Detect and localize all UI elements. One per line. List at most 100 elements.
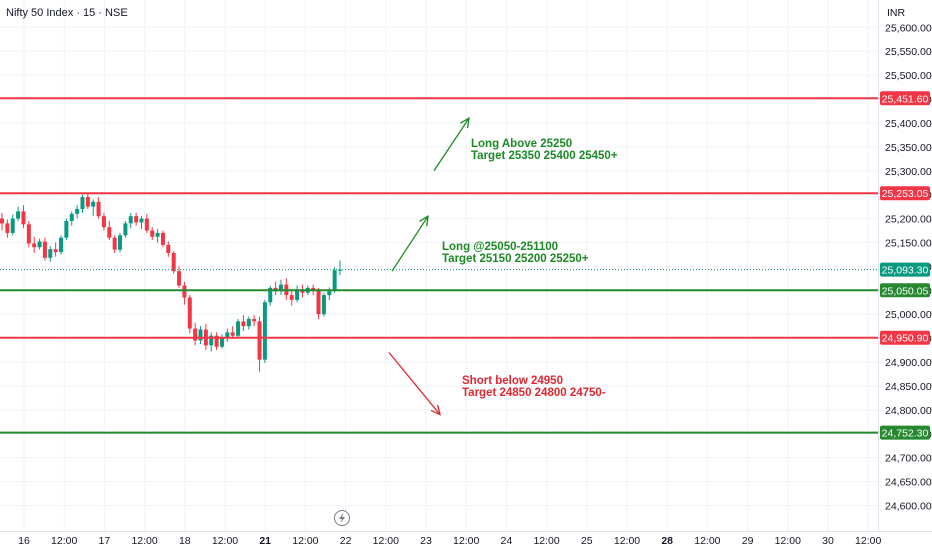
- price-tick-label: 24,900.00: [885, 357, 932, 369]
- trend-arrow[interactable]: [433, 116, 470, 172]
- lightning-icon[interactable]: [334, 510, 350, 526]
- candle: [123, 220, 128, 238]
- trend-arrow[interactable]: [391, 214, 429, 272]
- currency-label: INR: [887, 7, 906, 19]
- candle: [289, 289, 294, 306]
- price-tick-label: 25,500.00: [885, 70, 932, 82]
- candle: [166, 241, 171, 257]
- price-tick-label: 24,700.00: [885, 453, 932, 465]
- level-price-tag: [880, 91, 930, 106]
- price-tick-label: 24,600.00: [885, 501, 932, 513]
- candle: [139, 216, 144, 230]
- candle: [182, 281, 187, 305]
- candle: [219, 334, 224, 349]
- candle: [177, 266, 182, 288]
- last-price-tag: [880, 262, 930, 277]
- grid: [0, 0, 878, 531]
- candle: [273, 281, 278, 296]
- candle: [144, 213, 149, 233]
- candle: [338, 260, 342, 276]
- time-tick-label: 17: [99, 535, 111, 547]
- candle: [37, 238, 42, 250]
- time-tick-label: 22: [340, 535, 352, 547]
- candle: [64, 218, 69, 241]
- annotation-text: Target 25150 25200 25250+: [442, 253, 589, 265]
- time-tick-label: 23: [420, 535, 432, 547]
- candle: [246, 316, 251, 330]
- candle: [10, 214, 15, 236]
- time-tick-label: 12:00: [533, 535, 559, 547]
- candle: [187, 295, 192, 334]
- candle: [0, 212, 4, 231]
- candle: [225, 328, 230, 342]
- time-tick-label: 24: [501, 535, 513, 547]
- candle: [32, 236, 37, 254]
- price-tick-label: 25,300.00: [885, 166, 932, 178]
- candle: [193, 322, 198, 346]
- time-tick-label: 16: [18, 535, 30, 547]
- candle: [209, 332, 214, 352]
- level-labels: 25,451.60 25,253.05 25,050.05 24,950.90 24,7…: [880, 91, 930, 440]
- candle: [171, 251, 176, 274]
- candle: [160, 230, 165, 248]
- time-tick-label: 18: [179, 535, 191, 547]
- candle: [134, 212, 139, 226]
- candle: [26, 220, 31, 248]
- candle: [48, 246, 53, 262]
- annotation-text: Short below 24950: [462, 375, 563, 387]
- candle: [101, 212, 106, 231]
- candle: [284, 278, 289, 300]
- annotation-text: Target 24850 24800 24750-: [462, 387, 606, 399]
- candle: [128, 212, 133, 229]
- price-tick-label: 25,400.00: [885, 118, 932, 130]
- level-price-label: 25,050.05: [882, 285, 929, 297]
- candle: [59, 235, 64, 255]
- price-tick-label: 25,600.00: [885, 22, 932, 34]
- candle: [155, 229, 160, 243]
- horizontal-levels[interactable]: [0, 97, 878, 434]
- annotation-text: Long @25050-251100: [442, 241, 558, 253]
- arrows[interactable]: [388, 116, 470, 416]
- candle: [214, 332, 219, 351]
- time-tick-label: 25: [581, 535, 593, 547]
- time-tick-label: 12:00: [373, 535, 399, 547]
- candle: [112, 235, 117, 254]
- candle: [332, 267, 337, 293]
- candle: [107, 220, 112, 241]
- candle: [5, 219, 10, 238]
- trend-arrow[interactable]: [388, 352, 441, 416]
- candle: [96, 197, 101, 219]
- time-axis-background: [0, 531, 932, 550]
- level-price-tag: [880, 283, 930, 298]
- candle: [53, 242, 58, 257]
- candle: [236, 319, 241, 339]
- time-tick-label: 12:00: [131, 535, 157, 547]
- candle: [80, 194, 85, 213]
- time-tick-label: 12:00: [694, 535, 720, 547]
- level-price-label: 24,950.90: [882, 333, 929, 345]
- candle: [316, 287, 321, 320]
- candles: [0, 193, 342, 372]
- level-price-tag: [880, 186, 930, 201]
- price-tick-label: 25,350.00: [885, 142, 932, 154]
- candle: [198, 326, 203, 344]
- candle: [268, 285, 273, 306]
- time-tick-label: 21: [259, 535, 271, 547]
- price-tick-label: 25,000.00: [885, 309, 932, 321]
- time-tick-label: 30: [822, 535, 834, 547]
- candle: [262, 299, 267, 363]
- price-tick-label: 24,850.00: [885, 381, 932, 393]
- candle: [69, 211, 74, 226]
- price-tick-label: 25,550.00: [885, 46, 932, 58]
- candle: [75, 205, 80, 219]
- time-axis[interactable]: 16 12:00 17 12:00 18 12:00 21 12:00 22 12:00 23 12:…: [18, 535, 881, 547]
- candle: [42, 237, 47, 261]
- level-price-tag: [880, 425, 930, 440]
- level-price-label: 25,451.60: [882, 93, 929, 105]
- candle: [91, 199, 96, 217]
- candle: [278, 279, 283, 296]
- candle: [85, 193, 90, 210]
